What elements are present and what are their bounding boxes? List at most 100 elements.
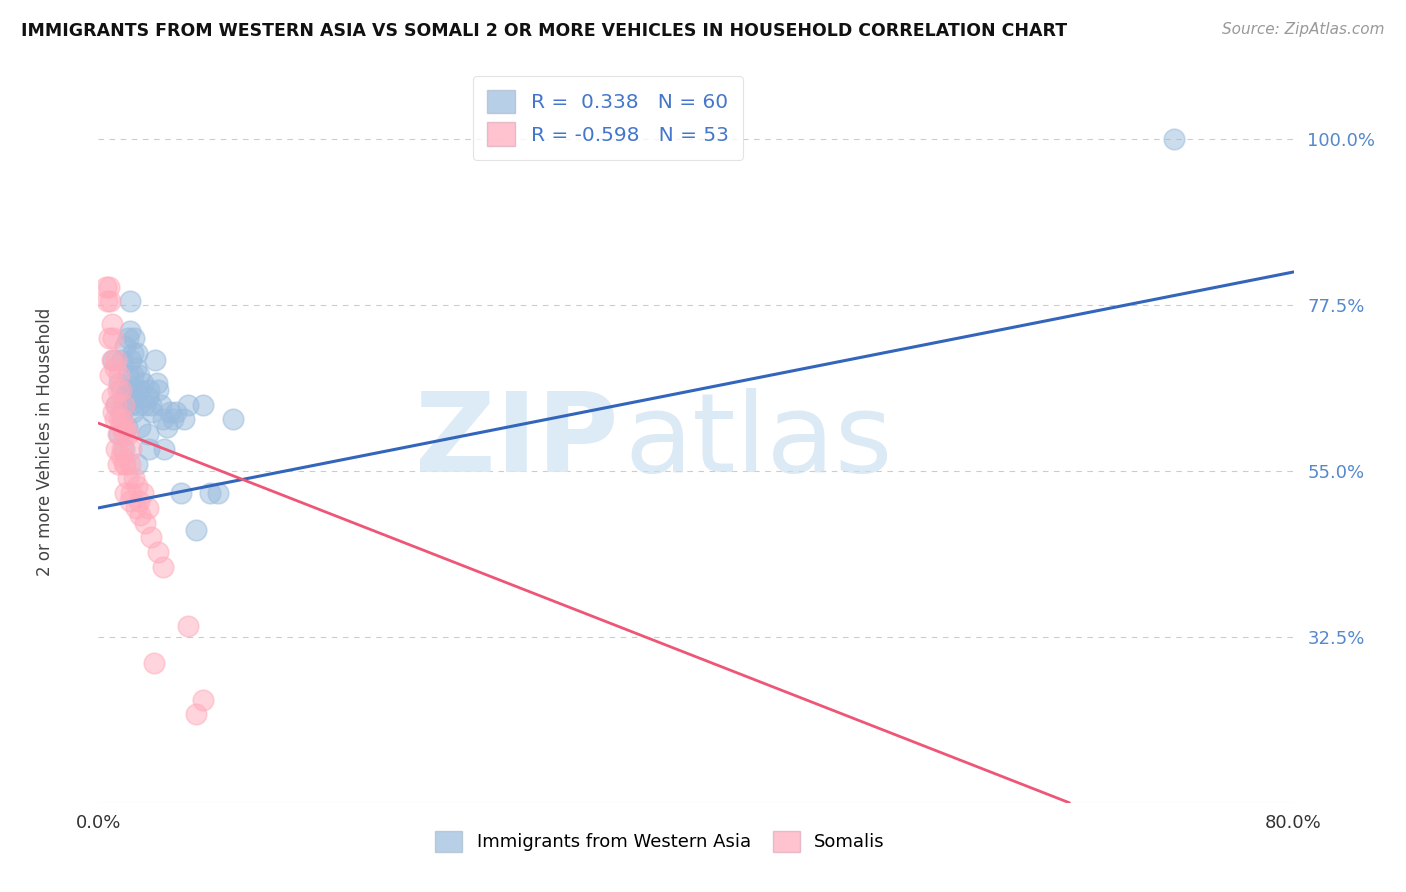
Point: [112, 442, 135, 456]
Point: [127, 346, 149, 360]
Point: [132, 376, 155, 390]
Text: atlas: atlas: [624, 388, 893, 495]
Point: [114, 419, 136, 434]
Point: [118, 493, 141, 508]
Point: [125, 383, 148, 397]
Point: [152, 560, 174, 574]
Point: [111, 353, 134, 368]
Point: [121, 346, 143, 360]
Point: [98, 294, 122, 309]
Point: [132, 486, 155, 500]
Point: [118, 457, 141, 471]
Point: [112, 390, 135, 404]
Point: [103, 405, 125, 419]
Point: [200, 486, 222, 500]
Point: [114, 398, 136, 412]
Point: [110, 383, 132, 397]
Point: [136, 500, 159, 515]
Point: [150, 398, 173, 412]
Point: [129, 508, 152, 523]
Point: [139, 530, 162, 544]
Point: [124, 331, 146, 345]
Point: [111, 412, 134, 426]
Point: [139, 398, 162, 412]
Point: [148, 545, 170, 559]
Point: [120, 353, 142, 368]
Point: [107, 457, 129, 471]
Point: [117, 471, 139, 485]
Point: [108, 376, 131, 390]
Point: [159, 405, 181, 419]
Point: [165, 405, 187, 419]
Point: [134, 516, 156, 530]
Point: [148, 383, 170, 397]
Point: [207, 486, 229, 500]
Legend: Immigrants from Western Asia, Somalis: Immigrants from Western Asia, Somalis: [429, 823, 891, 859]
Point: [108, 368, 131, 383]
Point: [136, 390, 159, 404]
Point: [104, 360, 127, 375]
Point: [114, 457, 136, 471]
Point: [177, 619, 200, 633]
Point: [162, 412, 184, 426]
Point: [107, 383, 129, 397]
Point: [136, 427, 159, 442]
Point: [127, 457, 149, 471]
Point: [222, 412, 245, 426]
Point: [184, 523, 207, 537]
Point: [97, 331, 120, 345]
Point: [105, 398, 128, 412]
Point: [105, 442, 128, 456]
Point: [128, 398, 150, 412]
Point: [1163, 132, 1185, 146]
Point: [127, 479, 149, 493]
Point: [118, 294, 141, 309]
Point: [138, 383, 160, 397]
Point: [120, 383, 142, 397]
Point: [117, 427, 139, 442]
Point: [138, 442, 160, 456]
Point: [191, 692, 214, 706]
Point: [134, 398, 156, 412]
Point: [142, 656, 165, 670]
Point: [143, 353, 166, 368]
Point: [120, 486, 142, 500]
Point: [115, 390, 138, 404]
Point: [128, 368, 150, 383]
Point: [156, 419, 179, 434]
Point: [111, 405, 134, 419]
Point: [112, 398, 135, 412]
Point: [114, 339, 136, 353]
Point: [121, 405, 143, 419]
Point: [184, 707, 207, 722]
Point: [117, 368, 139, 383]
Point: [120, 442, 142, 456]
Point: [141, 405, 163, 419]
Point: [117, 383, 139, 397]
Point: [145, 376, 167, 390]
Point: [98, 368, 122, 383]
Point: [153, 442, 176, 456]
Point: [177, 398, 200, 412]
Point: [97, 279, 120, 293]
Point: [101, 353, 124, 368]
Point: [191, 398, 214, 412]
Point: [103, 331, 125, 345]
Point: [112, 427, 135, 442]
Text: ZIP: ZIP: [415, 388, 619, 495]
Point: [118, 324, 141, 338]
Text: IMMIGRANTS FROM WESTERN ASIA VS SOMALI 2 OR MORE VEHICLES IN HOUSEHOLD CORRELATI: IMMIGRANTS FROM WESTERN ASIA VS SOMALI 2…: [21, 22, 1067, 40]
Point: [96, 294, 118, 309]
Point: [107, 427, 129, 442]
Point: [152, 412, 174, 426]
Point: [114, 486, 136, 500]
Point: [108, 427, 131, 442]
Point: [110, 450, 132, 464]
Point: [169, 486, 191, 500]
Point: [124, 471, 146, 485]
Point: [105, 398, 128, 412]
Point: [115, 419, 138, 434]
Point: [101, 317, 124, 331]
Text: 2 or more Vehicles in Household: 2 or more Vehicles in Household: [35, 308, 53, 575]
Point: [103, 353, 125, 368]
